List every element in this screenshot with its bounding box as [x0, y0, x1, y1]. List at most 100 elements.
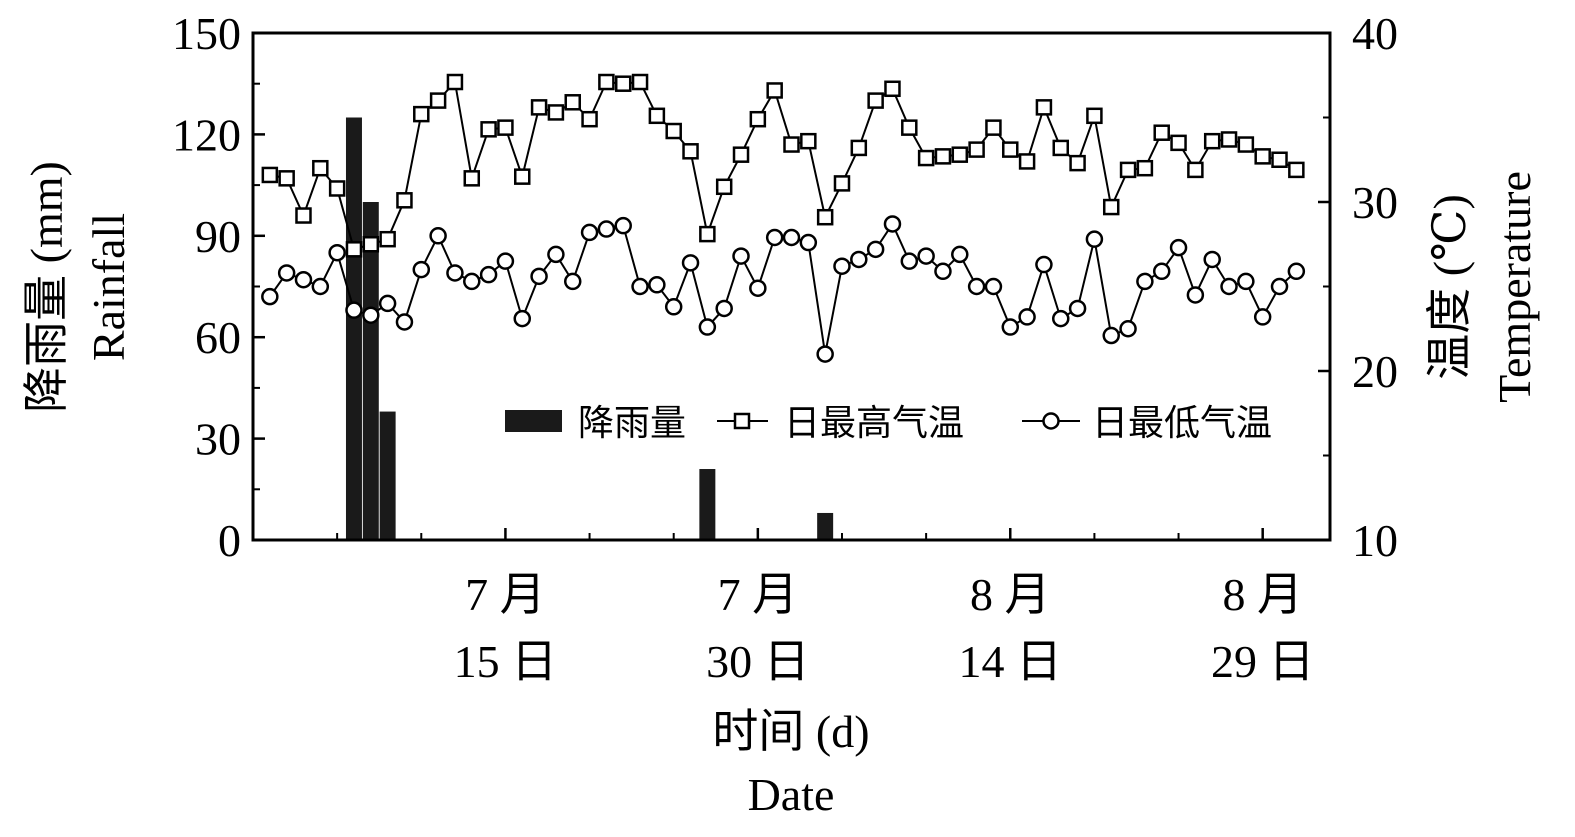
tmin-point — [1102, 326, 1120, 345]
right-axis: 10 20 30 40 — [1318, 8, 1398, 566]
tmin-point — [412, 260, 431, 279]
tmax-point — [951, 146, 969, 163]
tmax-point — [345, 241, 363, 258]
tmax-point — [833, 175, 851, 192]
tmax-point — [682, 143, 699, 160]
tmin-point — [749, 279, 767, 297]
tmax-point — [800, 132, 817, 150]
tmin-point — [479, 265, 498, 284]
left-axis-title: 降雨量 (mm) Rainfall — [21, 161, 134, 413]
tmin-point — [463, 272, 481, 291]
tmax-point — [312, 159, 329, 177]
legend-tmin-marker — [1042, 412, 1060, 430]
tmin-point — [1052, 309, 1070, 328]
x-tick-month-label: 8 月 — [1222, 569, 1303, 620]
tmin-point — [1287, 262, 1306, 281]
tmax-point — [816, 208, 834, 226]
tmin-point — [563, 272, 582, 291]
tmin-point — [816, 345, 834, 363]
tmax-point — [547, 104, 565, 121]
tmax-point — [1237, 136, 1255, 153]
tmax-point — [564, 94, 581, 111]
rainfall-bars — [345, 117, 834, 540]
tmax-point — [901, 119, 918, 136]
tmin-point — [782, 228, 801, 247]
tmin-point — [614, 216, 632, 235]
tmax-point — [783, 136, 800, 153]
tmin-point — [1035, 255, 1053, 274]
left-axis-title-cn: 降雨量 (mm) — [21, 161, 72, 413]
legend-tmax-label: 日最高气温 — [784, 403, 964, 443]
tmax-point — [850, 139, 868, 157]
tmax-point — [362, 236, 380, 253]
right-tick-label: 10 — [1352, 515, 1398, 566]
tmax-point — [1288, 161, 1305, 179]
x-axis-title-cn: 时间 (d) — [712, 706, 869, 757]
tmin-point — [934, 262, 952, 281]
tmax-point — [1203, 132, 1221, 150]
tmax-point — [699, 225, 716, 243]
tmin-point — [664, 298, 683, 316]
tmin-point — [378, 294, 397, 313]
legend-tmax-marker — [733, 412, 751, 430]
tmax-point — [968, 141, 985, 158]
tmin-point — [732, 247, 750, 265]
tmin-point — [1220, 277, 1238, 296]
tmin-point — [513, 309, 531, 328]
tmin-point — [866, 240, 885, 259]
tmax-point — [665, 122, 682, 140]
left-axis: 0 30 60 90 120 150 — [172, 8, 265, 566]
legend-rain-label: 降雨量 — [578, 403, 686, 443]
right-tick-label: 30 — [1352, 177, 1398, 228]
tmax-point — [1254, 148, 1271, 165]
tmax-point — [1136, 159, 1154, 177]
rainfall-bar — [817, 512, 834, 540]
tmin-point — [345, 301, 363, 319]
tmax-point — [917, 149, 935, 167]
x-tick-day-label: 30 日 — [706, 636, 810, 687]
tmin-point — [446, 264, 464, 282]
left-axis-title-en: Rainfall — [83, 213, 134, 361]
tmin-point — [900, 252, 919, 270]
tmax-point — [1119, 161, 1137, 179]
tmax-point — [631, 73, 649, 91]
tmax-point — [598, 73, 615, 91]
tmin-point — [328, 243, 346, 262]
bottom-axis: 7 月 15 日 7 月 30 日 8 月 14 日 8 月 29 日 — [336, 528, 1314, 687]
tmin-point — [1237, 272, 1255, 291]
tmax-point — [934, 148, 952, 165]
tmin-point — [799, 233, 818, 252]
tmax-point — [463, 170, 481, 187]
rainfall-bar — [379, 411, 396, 540]
tmin-point — [648, 276, 666, 294]
tmax-point — [732, 146, 750, 163]
rainfall-bar — [699, 469, 716, 540]
x-tick-month-label: 7 月 — [718, 569, 799, 620]
tmin-point — [1001, 318, 1020, 336]
tmax-point — [413, 105, 430, 123]
tmin-point — [951, 245, 969, 264]
right-tick-label: 20 — [1352, 346, 1398, 397]
tmax-point — [480, 121, 497, 138]
tmax-point — [749, 110, 767, 128]
tmax-point — [766, 82, 783, 99]
tmax-point — [497, 119, 514, 136]
legend: 降雨量 日最高气温 日最低气温 — [505, 403, 1272, 443]
tmin-point — [850, 250, 868, 269]
tmax-point — [328, 180, 346, 197]
left-tick-label: 0 — [218, 515, 241, 566]
tmax-point — [1035, 99, 1053, 116]
tmax-point — [1271, 151, 1288, 168]
tmax-point — [1102, 198, 1120, 216]
rainfall-bar — [345, 117, 362, 540]
tmin-point — [681, 254, 700, 272]
tmax-point — [446, 73, 464, 91]
tmin-point — [294, 270, 313, 289]
tmax-point — [884, 80, 901, 98]
x-axis-title-en: Date — [748, 769, 835, 820]
tmin-point — [1152, 262, 1171, 281]
tmax-point — [1170, 134, 1187, 152]
tmin-point — [530, 267, 548, 286]
tmax-point — [715, 178, 733, 196]
tmin-point — [311, 277, 330, 296]
